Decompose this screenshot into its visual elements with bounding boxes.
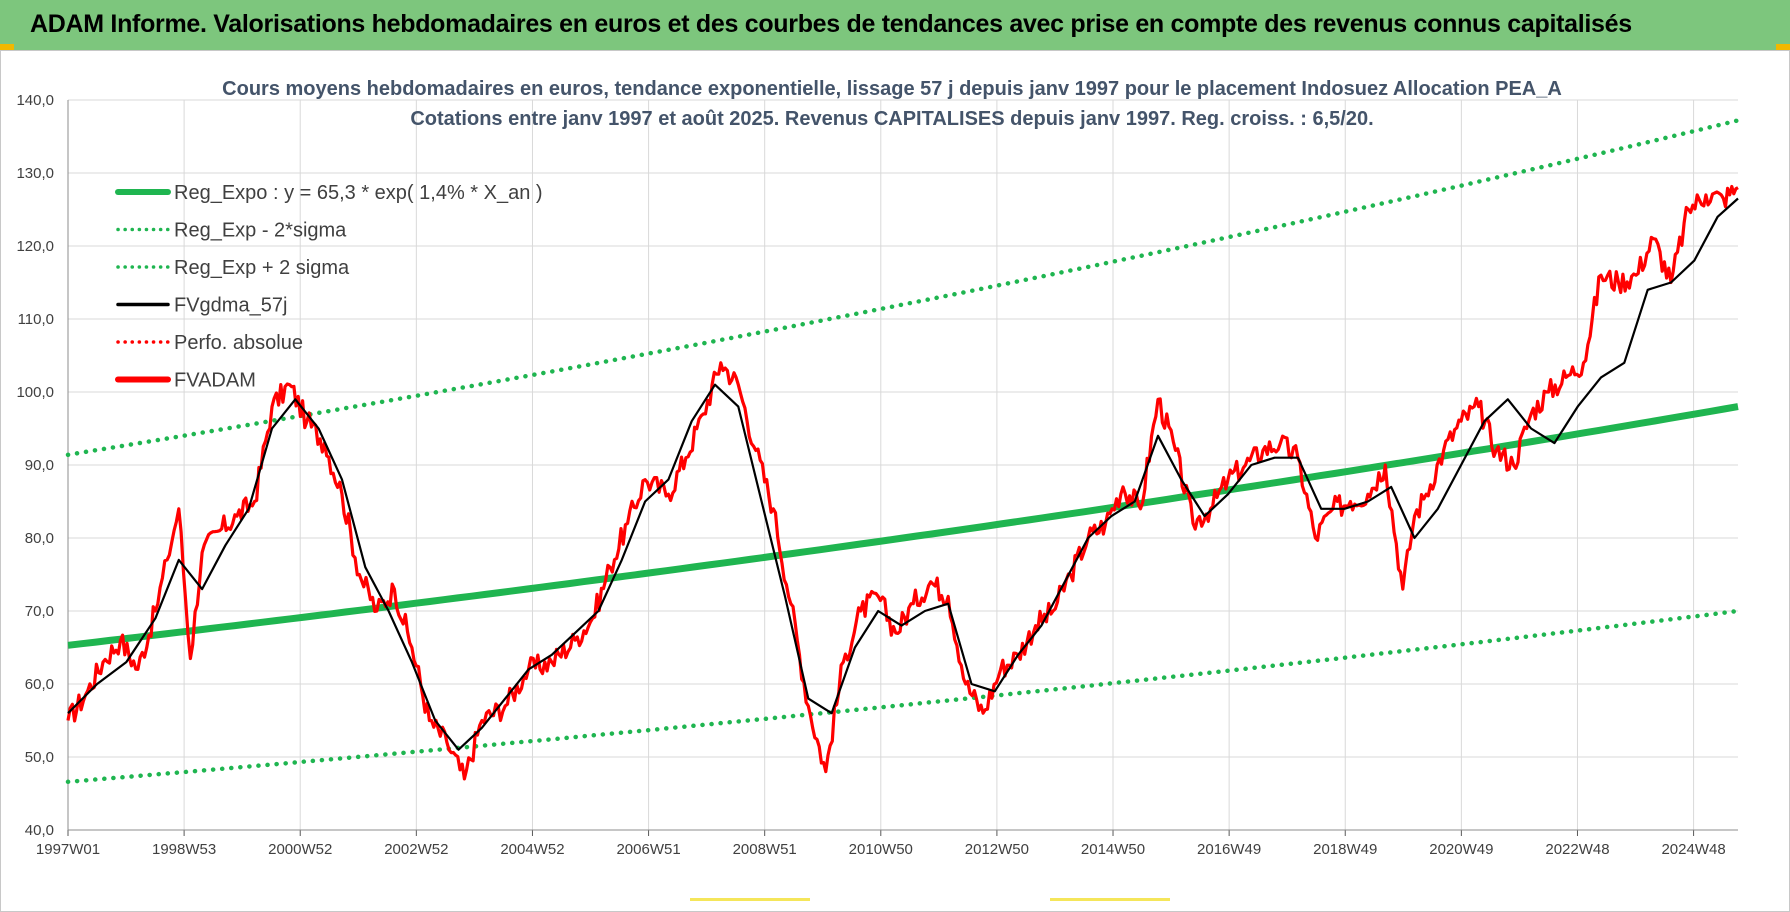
legend: Reg_Expo : y = 65,3 * exp( 1,4% * X_an )…	[115, 182, 543, 392]
x-tick-label: 2000W52	[268, 841, 332, 858]
legend-label-perfo: Perfo. absolue	[174, 332, 303, 354]
banner: ADAM Informe. Valorisations hebdomadaire…	[0, 0, 1790, 51]
legend-label-fvgdma: FVgdma_57j	[174, 295, 287, 317]
y-tick-label: 60,0	[25, 676, 54, 693]
y-tick-label: 100,0	[16, 384, 54, 401]
series-reg-expo	[67, 403, 1739, 649]
y-tick-label: 70,0	[25, 603, 54, 620]
x-tick-label: 2004W52	[500, 841, 564, 858]
x-axis-ticks: 1997W01 1998W53 2000W52 2002W52 2004W52 2006W…	[36, 841, 1726, 858]
x-tick-label: 2002W52	[384, 841, 448, 858]
chart: 40,0 50,0 60,0 70,0 80,0 90,0 100,0 110,0 120,0 1…	[16, 78, 1741, 858]
y-tick-label: 120,0	[16, 238, 54, 255]
series-reg-exp-plus-2sigma	[65, 118, 1741, 458]
x-tick-label: 2010W50	[849, 841, 913, 858]
y-tick-label: 130,0	[16, 165, 54, 182]
series-fvgdma-57j	[67, 197, 1739, 751]
x-tick-label: 2014W50	[1081, 841, 1145, 858]
y-axis-ticks: 40,0 50,0 60,0 70,0 80,0 90,0 100,0 110,0 120,0 1…	[16, 92, 54, 839]
x-tick-label: 2012W50	[965, 841, 1029, 858]
grid	[67, 99, 1738, 836]
series-layer	[65, 118, 1741, 785]
x-tick-label: 1997W01	[36, 841, 100, 858]
chart-subtitle: Cotations entre janv 1997 et août 2025. …	[410, 108, 1373, 130]
legend-label-fvadam: FVADAM	[174, 370, 256, 392]
y-tick-label: 110,0	[18, 311, 54, 328]
y-tick-label: 50,0	[25, 749, 54, 766]
x-tick-label: 2024W48	[1661, 841, 1725, 858]
x-tick-label: 2016W49	[1197, 841, 1261, 858]
y-tick-label: 80,0	[25, 530, 54, 547]
y-tick-label: 40,0	[25, 822, 54, 839]
x-tick-label: 2018W49	[1313, 841, 1377, 858]
legend-label-reg: Reg_Expo : y = 65,3 * exp( 1,4% * X_an )	[174, 182, 543, 204]
legend-label-low: Reg_Exp - 2*sigma	[174, 220, 347, 242]
y-tick-label: 90,0	[25, 457, 54, 474]
corner-mark-right	[1776, 44, 1790, 50]
series-fvadam	[66, 184, 1739, 781]
x-tick-label: 2008W51	[733, 841, 797, 858]
corner-mark-left	[0, 44, 14, 50]
y-tick-label: 140,0	[16, 92, 54, 109]
x-tick-label: 1998W53	[152, 841, 216, 858]
chart-title: Cours moyens hebdomadaires en euros, ten…	[222, 78, 1562, 100]
banner-title: ADAM Informe. Valorisations hebdomadaire…	[30, 10, 1632, 38]
series-reg-exp-minus-2sigma	[65, 608, 1741, 785]
x-tick-label: 2020W49	[1429, 841, 1493, 858]
x-tick-label: 2006W51	[616, 841, 680, 858]
bottom-mark-1	[690, 898, 810, 901]
legend-label-high: Reg_Exp + 2 sigma	[174, 257, 350, 279]
bottom-mark-2	[1050, 898, 1170, 901]
x-tick-label: 2022W48	[1545, 841, 1609, 858]
